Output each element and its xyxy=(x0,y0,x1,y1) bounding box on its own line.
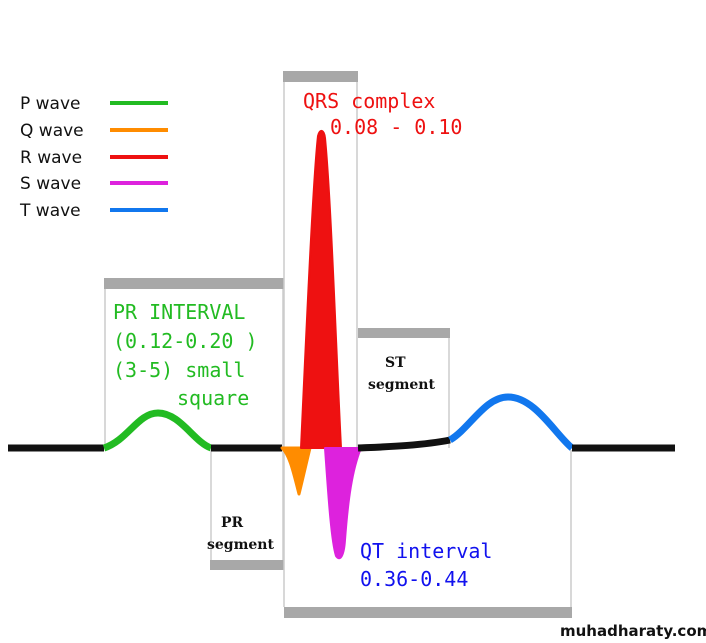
pr-segment-bar xyxy=(210,560,284,570)
t-wave-trace xyxy=(448,393,575,451)
legend-label-p-wave: P wave xyxy=(20,94,81,114)
st-segment-trace xyxy=(357,436,451,452)
q-wave-trace xyxy=(280,446,312,496)
p-wave-trace xyxy=(102,409,213,452)
st-segment-bar xyxy=(358,328,450,338)
legend-label-q-wave: Q wave xyxy=(20,121,84,141)
labels: QRS complex 0.08 - 0.10 PR INTERVAL (0.1… xyxy=(113,89,706,640)
qt-interval-range: 0.36-0.44 xyxy=(360,567,468,591)
ecg-trace xyxy=(8,130,675,560)
qt-interval-title: QT interval xyxy=(360,539,492,563)
st-segment-label-segment: segment xyxy=(368,377,435,393)
pr-segment-label-pr: PR xyxy=(221,515,244,531)
qrs-bar xyxy=(283,71,358,82)
s-wave-trace xyxy=(324,447,362,560)
legend: P wave Q wave R wave S wave T wave xyxy=(19,94,168,221)
qrs-complex-title: QRS complex xyxy=(303,89,435,113)
interval-brackets xyxy=(104,71,572,618)
watermark-text: muhadharaty.com xyxy=(560,622,706,640)
legend-label-r-wave: R wave xyxy=(20,148,82,168)
pr-interval-square: square xyxy=(177,386,249,410)
pr-interval-bar xyxy=(104,278,284,289)
st-segment-label-st: ST xyxy=(385,355,406,371)
pr-segment-label-segment: segment xyxy=(207,537,274,553)
qrs-complex-range: 0.08 - 0.10 xyxy=(330,115,462,139)
pr-interval-title: PR INTERVAL xyxy=(113,300,245,324)
qt-interval-bar xyxy=(284,607,572,618)
legend-label-s-wave: S wave xyxy=(20,174,81,194)
legend-label-t-wave: T wave xyxy=(19,201,81,221)
r-wave-trace xyxy=(300,130,342,449)
pr-interval-squares: (3-5) small xyxy=(113,358,245,382)
pr-interval-range: (0.12-0.20 ) xyxy=(113,329,258,353)
